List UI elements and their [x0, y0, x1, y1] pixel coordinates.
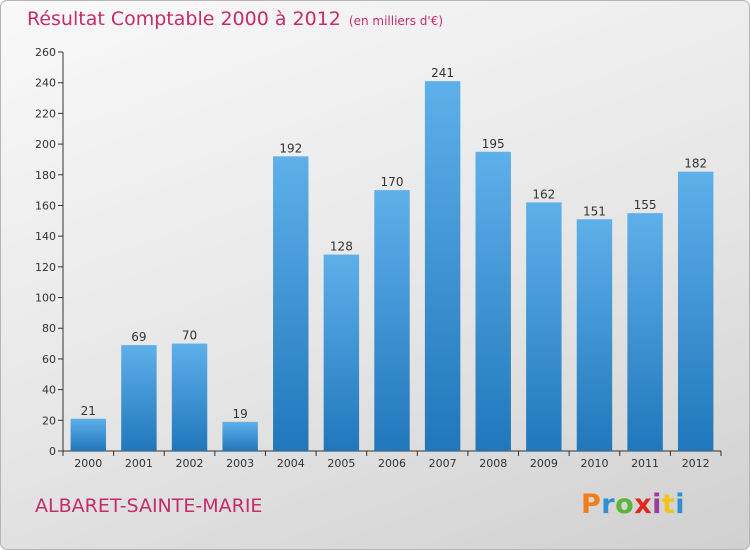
- bar-value-label: 70: [182, 329, 197, 343]
- x-tick-label: 2002: [176, 457, 204, 470]
- bar-value-label: 241: [431, 66, 454, 80]
- bar-value-label: 151: [583, 204, 606, 218]
- y-tick-label: 260: [35, 46, 56, 59]
- logo-letter: i: [675, 489, 686, 520]
- x-tick-label: 2009: [530, 457, 558, 470]
- bar-value-label: 192: [279, 141, 302, 155]
- bar: [374, 190, 410, 451]
- y-tick-label: 200: [35, 138, 56, 151]
- bar-value-label: 21: [81, 404, 96, 418]
- y-tick-label: 140: [35, 230, 56, 243]
- bar-value-label: 128: [330, 240, 353, 254]
- chart-header: Résultat Comptable 2000 à 2012 (en millie…: [27, 8, 443, 30]
- y-tick-label: 220: [35, 107, 56, 120]
- bar: [576, 219, 613, 451]
- bar: [323, 254, 360, 451]
- y-tick-label: 20: [42, 414, 56, 427]
- bar: [222, 421, 258, 451]
- y-tick-label: 160: [35, 199, 56, 212]
- bar-value-label: 19: [233, 407, 248, 421]
- bar: [171, 343, 208, 451]
- bar: [627, 213, 663, 451]
- chart-unit: (en milliers d'€): [348, 14, 444, 28]
- y-tick-label: 40: [42, 384, 56, 397]
- y-tick-label: 0: [49, 445, 56, 458]
- bar: [475, 151, 511, 451]
- x-tick-label: 2004: [277, 457, 305, 470]
- x-tick-label: 2008: [479, 457, 507, 470]
- logo-letter: i: [652, 489, 662, 520]
- y-tick-label: 240: [35, 77, 56, 90]
- chart-title: Résultat Comptable 2000 à 2012: [27, 8, 341, 30]
- bar: [526, 202, 562, 451]
- bar: [677, 171, 714, 451]
- bar-value-label: 195: [482, 137, 505, 151]
- bar-value-label: 182: [684, 157, 707, 171]
- bar: [121, 345, 157, 451]
- logo-letter: P: [581, 489, 602, 520]
- city-name: ALBARET-SAINTE-MARIE: [35, 495, 263, 517]
- x-tick-label: 2000: [74, 457, 102, 470]
- x-tick-label: 2001: [125, 457, 153, 470]
- bar: [424, 81, 461, 452]
- y-tick-label: 120: [35, 261, 56, 274]
- bar-value-label: 162: [532, 187, 555, 201]
- y-tick-label: 100: [35, 292, 56, 305]
- x-tick-label: 2010: [580, 457, 608, 470]
- logo-letter: x: [634, 489, 653, 520]
- x-tick-label: 2005: [327, 457, 355, 470]
- bar: [70, 418, 107, 451]
- bar-value-label: 170: [381, 175, 404, 189]
- bar-value-label: 69: [131, 330, 146, 344]
- x-tick-label: 2006: [378, 457, 406, 470]
- bar: [273, 156, 309, 451]
- y-tick-label: 180: [35, 169, 56, 182]
- logo-letter: o: [615, 489, 635, 520]
- x-tick-label: 2003: [226, 457, 254, 470]
- logo-letter: r: [601, 489, 616, 520]
- y-tick-label: 80: [42, 322, 56, 335]
- logo-letter: t: [661, 489, 676, 520]
- x-tick-label: 2011: [631, 457, 659, 470]
- proxiti-logo: Proxiti: [581, 489, 685, 520]
- x-tick-label: 2007: [429, 457, 457, 470]
- bar-value-label: 155: [634, 198, 657, 212]
- y-tick-label: 60: [42, 353, 56, 366]
- chart-bars: 21 69 70 19 192 128 170 241 195 162 151 155 182: [70, 66, 714, 452]
- x-tick-label: 2012: [682, 457, 710, 470]
